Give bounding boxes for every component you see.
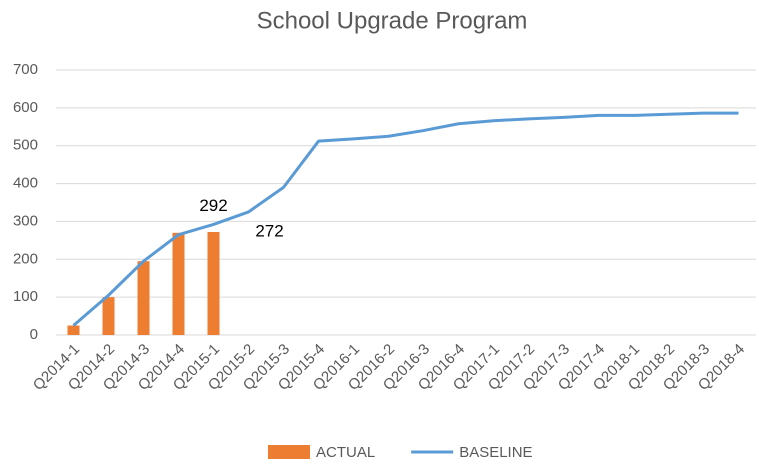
bar [67, 325, 80, 335]
y-tick-label: 700 [13, 61, 38, 78]
bar [102, 297, 115, 335]
y-tick-label: 300 [13, 212, 38, 229]
y-tick-label: 500 [13, 137, 38, 154]
line [72, 111, 739, 327]
y-tick-label: 200 [13, 250, 38, 267]
bar [172, 232, 185, 335]
bar [137, 261, 150, 335]
legend-swatch [268, 445, 310, 459]
data-label: 272 [255, 222, 283, 241]
legend-label: BASELINE [459, 444, 532, 461]
bar [207, 232, 220, 335]
chart-title: School Upgrade Program [257, 7, 528, 34]
y-tick-label: 400 [13, 175, 38, 192]
y-tick-label: 100 [13, 288, 38, 305]
y-tick-label: 0 [30, 326, 38, 343]
data-label: 292 [199, 196, 227, 215]
y-tick-label: 600 [13, 99, 38, 116]
legend-label: ACTUAL [316, 444, 375, 461]
